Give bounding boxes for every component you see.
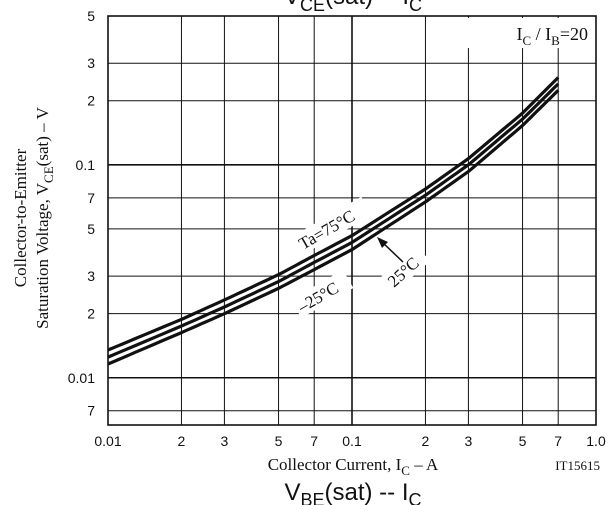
figure-id: IT15615 [555,458,600,473]
condition-sub: C [523,33,532,48]
next-figure-title-rest: (sat) -- I [325,479,409,505]
y-axis-label-line1: Collector-to-Emitter [11,148,30,287]
y-axis-label-line2-pre: Saturation Voltage, V [33,182,52,329]
condition-mid: / I [531,24,551,44]
x-tick-label: 3 [221,433,229,449]
chart-title-main: V [284,0,300,10]
series-lines [107,76,560,366]
x-tick-label: 2 [422,433,430,449]
y-tick-label: 2 [87,93,95,109]
y-axis-label-line2: Saturation Voltage, VCE(sat) – V [33,106,56,328]
x-axis-label: Collector Current, IC – A [268,455,439,478]
chart-title: VCE(sat) -- IC [284,0,422,15]
next-figure-title: VBE(sat) -- IC [284,479,421,505]
x-tick-label: 0.01 [94,433,121,449]
x-tick-label: 5 [519,433,527,449]
y-axis-label-line2-sub: CE [41,166,56,183]
condition-sub2: B [551,33,560,48]
next-figure-title-sub: BE [301,490,325,505]
next-figure-title-main: V [284,479,300,505]
y-axis-label: Collector-to-Emitter Saturation Voltage,… [11,106,56,328]
x-tick-label: 1.0 [586,433,606,449]
plot-frame [107,15,597,426]
condition-label: IC / IB=20 [517,24,589,48]
x-tick-labels: 0.01 2 3 5 7 0.1 2 3 5 7 1.0 [94,433,606,449]
x-tick-label: 7 [554,433,562,449]
y-tick-label: 2 [87,306,95,322]
y-tick-labels: 5 3 2 0.1 7 5 3 2 0.01 7 [68,8,95,419]
x-tick-label: 5 [275,433,283,449]
y-tick-label: 7 [87,403,95,419]
series-line-1 [107,82,560,359]
chart-title-rest: (sat) -- I [325,0,409,10]
series-line-2 [107,89,560,366]
x-tick-label: 3 [465,433,473,449]
condition-pre: I [517,24,523,44]
x-tick-label: 2 [178,433,186,449]
y-tick-label: 7 [87,190,95,206]
x-axis-label-post: – A [410,455,439,474]
x-axis-label-pre: Collector Current, I [268,455,402,474]
y-tick-label: 0.01 [68,370,95,386]
x-tick-label: 0.1 [342,433,362,449]
next-figure-title-sub2: C [409,490,422,505]
y-tick-label: 5 [87,8,95,24]
chart-title-sub: CE [300,0,325,15]
y-tick-label: 3 [87,268,95,284]
x-axis-label-sub: C [401,463,410,478]
condition-box-bg [466,18,594,48]
series-label-25-arrowhead [377,237,388,248]
y-axis-label-line2-post: (sat) – V [33,106,52,166]
x-tick-label: 7 [310,433,318,449]
series-line-0 [107,76,560,352]
y-tick-label: 3 [87,55,95,71]
condition-post: =20 [560,24,588,44]
y-tick-label: 5 [87,221,95,237]
chart-title-sub2: C [409,0,422,15]
y-tick-label: 0.1 [76,157,96,173]
